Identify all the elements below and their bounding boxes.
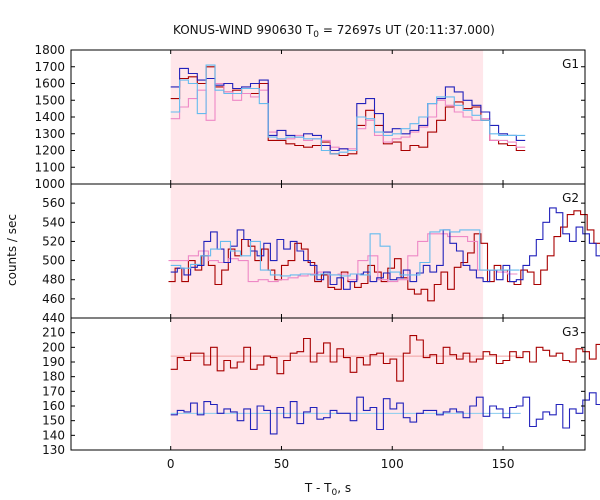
y-tick-label: 1400 — [34, 110, 65, 124]
series-g2-blue — [170, 207, 600, 290]
x-tick-label: 50 — [274, 457, 289, 471]
x-axis: 0 50 100 150 — [167, 457, 515, 471]
series-g3-blue — [170, 392, 600, 435]
y-tick-label: 1700 — [34, 60, 65, 74]
y-tick-label: 1000 — [34, 177, 65, 191]
y-tick-label: 560 — [42, 196, 65, 210]
panel-label: G1 — [562, 57, 579, 71]
x-tick-label: 100 — [381, 457, 404, 471]
series-g1-cyan — [170, 64, 526, 155]
y-tick-label: 500 — [42, 254, 65, 268]
x-tick-label: 150 — [492, 457, 515, 471]
y-tick-label: 150 — [42, 414, 65, 428]
series-g2-cyan — [170, 229, 520, 277]
x-axis-label: T - T0, s — [304, 481, 351, 498]
y-tick-label: 1300 — [34, 127, 65, 141]
x-tick-label: 0 — [167, 457, 175, 471]
panels-group — [168, 50, 600, 450]
series-g2-red — [168, 210, 600, 302]
y-axis-label: counts / sec — [5, 214, 19, 286]
y-tick-label: 440 — [42, 311, 65, 325]
panel-g2 — [168, 184, 600, 318]
y-tick-label: 1800 — [34, 43, 65, 57]
chart-title: KONUS-WIND 990630 T0 = 72697s UT (20:11:… — [173, 23, 495, 40]
y-tick-label: 190 — [42, 355, 65, 369]
interval-shade — [170, 318, 484, 450]
y-tick-label: 540 — [42, 215, 65, 229]
series-g1-blue — [170, 67, 526, 152]
svg-text:KONUS-WIND 990630 T0 = 72697s: KONUS-WIND 990630 T0 = 72697s UT (20:11:… — [173, 23, 495, 40]
y-tick-label: 200 — [42, 340, 65, 354]
y-tick-label: 1100 — [34, 160, 65, 174]
y-tick-label: 210 — [42, 326, 65, 340]
panel-label: G2 — [562, 191, 579, 205]
y-tick-label: 130 — [42, 443, 65, 457]
interval-shade — [170, 184, 484, 318]
y-tick-label: 460 — [42, 292, 65, 306]
y-tick-label: 1500 — [34, 93, 65, 107]
panel-label: G3 — [562, 325, 579, 339]
y-tick-label: 1600 — [34, 77, 65, 91]
panel-g1 — [170, 50, 526, 184]
y-tick-label: 520 — [42, 234, 65, 248]
y-tick-label: 170 — [42, 384, 65, 398]
frames-group: 1000 1100 1200 1300 1400 1500 1600 1700 1800 G1 44… — [34, 43, 586, 457]
series-g3-red — [170, 335, 600, 382]
y-tick-label: 140 — [42, 428, 65, 442]
panel-frame — [70, 317, 586, 451]
y-tick-label: 180 — [42, 370, 65, 384]
y-tick-label: 480 — [42, 273, 65, 287]
panel-g3 — [170, 318, 600, 450]
y-tick-label: 1200 — [34, 144, 65, 158]
y-tick-label: 160 — [42, 399, 65, 413]
